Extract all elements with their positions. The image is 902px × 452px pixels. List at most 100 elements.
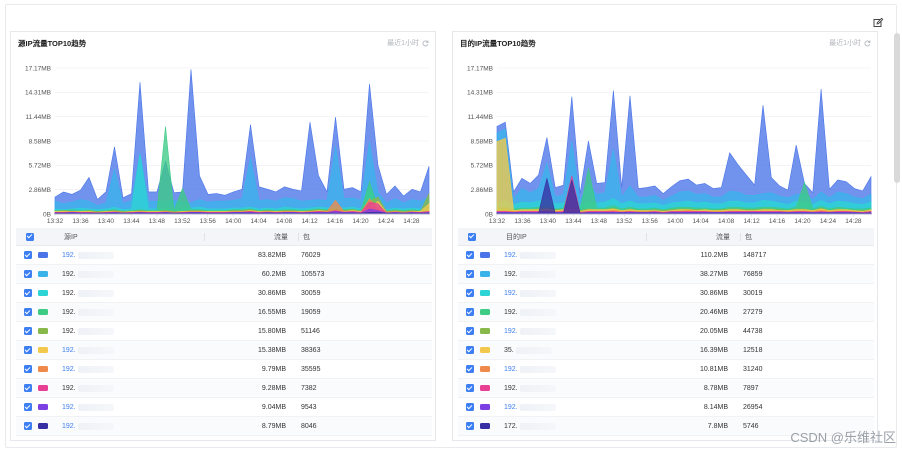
row-checkbox[interactable] <box>466 327 474 335</box>
panel-header: 源IP流量TOP10趋势 最近1小时 <box>11 32 435 52</box>
x-tick-label: 13:48 <box>591 218 608 225</box>
y-tick-label: 0B <box>485 211 493 218</box>
ip-cell[interactable]: 192. <box>62 403 76 411</box>
col-header-ip[interactable]: 目的IP <box>506 233 527 241</box>
packets-cell: 7382 <box>301 384 317 392</box>
edit-button[interactable] <box>872 17 884 29</box>
col-header-packets[interactable]: 包 <box>303 233 310 241</box>
col-header-flow[interactable]: 流量 <box>274 233 288 241</box>
masked-ip <box>77 403 114 411</box>
row-checkbox[interactable] <box>466 346 474 354</box>
row-checkbox[interactable] <box>466 422 474 430</box>
x-tick-label: 14:00 <box>667 218 684 225</box>
table-row: 192. 15.38MB 38363 <box>16 341 432 360</box>
ip-cell[interactable]: 192. <box>62 422 76 430</box>
ip-cell[interactable]: 192. <box>504 327 518 335</box>
x-tick-label: 14:12 <box>301 218 318 225</box>
dest-ip-panel: 目的IP流量TOP10趋势 最近1小时 17.17MB 14.31MB 11.44M… <box>452 31 878 441</box>
series-color-swatch <box>38 252 48 258</box>
y-tick-label: 5.72MB <box>29 163 51 170</box>
time-range-selector[interactable]: 最近1小时 <box>829 38 871 48</box>
time-range-selector[interactable]: 最近1小时 <box>387 38 429 48</box>
x-tick-label: 13:32 <box>47 218 64 225</box>
row-checkbox[interactable] <box>24 289 32 297</box>
y-tick-label: 5.72MB <box>471 163 493 170</box>
page-scrollbar[interactable] <box>894 33 900 183</box>
x-tick-label: 13:44 <box>123 218 140 225</box>
masked-ip <box>77 346 114 354</box>
series-color-swatch <box>480 404 490 410</box>
ip-cell: 172. <box>504 422 518 430</box>
ip-cell[interactable]: 192. <box>62 365 76 373</box>
row-checkbox[interactable] <box>24 308 32 316</box>
row-checkbox[interactable] <box>466 365 474 373</box>
area-series-d6 <box>496 137 872 215</box>
masked-ip <box>77 422 114 430</box>
select-all-checkbox[interactable] <box>468 232 476 241</box>
area-series-s10 <box>54 212 430 215</box>
ip-cell: 192. <box>62 270 76 278</box>
source-ip-panel: 源IP流量TOP10趋势 最近1小时 17.17MB 14.31MB 11.44MB… <box>10 31 436 441</box>
row-checkbox[interactable] <box>24 403 32 411</box>
table-row: 192. 38.27MB 76859 <box>458 265 874 284</box>
series-color-swatch <box>38 328 48 334</box>
ip-cell[interactable]: 192. <box>504 365 518 373</box>
y-tick-label: 14.31MB <box>25 90 51 97</box>
x-tick-label: 13:40 <box>540 218 557 225</box>
series-color-swatch <box>38 366 48 372</box>
row-checkbox[interactable] <box>466 251 474 259</box>
flow-cell: 10.81MB <box>699 365 728 373</box>
flow-cell: 30.86MB <box>699 289 728 297</box>
packets-cell: 51146 <box>301 327 320 335</box>
select-all-checkbox[interactable] <box>26 232 34 241</box>
row-checkbox[interactable] <box>466 308 474 316</box>
row-checkbox[interactable] <box>466 384 474 392</box>
flow-cell: 9.79MB <box>261 365 286 373</box>
flow-cell: 16.55MB <box>257 308 286 316</box>
series-color-swatch <box>480 423 490 429</box>
table-body: 192. 83.82MB 76029 192. 60.2MB 105573 192. 30.8… <box>16 246 432 436</box>
row-checkbox[interactable] <box>466 403 474 411</box>
row-checkbox[interactable] <box>24 365 32 373</box>
packets-cell: 7897 <box>743 384 759 392</box>
row-checkbox[interactable] <box>466 270 474 278</box>
row-checkbox[interactable] <box>24 346 32 354</box>
refresh-icon[interactable] <box>422 40 429 47</box>
flow-cell: 9.28MB <box>261 384 286 392</box>
series-color-swatch <box>38 423 48 429</box>
masked-ip <box>519 327 556 335</box>
ip-cell[interactable]: 192. <box>62 346 76 354</box>
x-tick-label: 14:00 <box>225 218 242 225</box>
row-checkbox[interactable] <box>24 422 32 430</box>
masked-ip <box>519 308 556 316</box>
flow-cell: 15.38MB <box>257 346 286 354</box>
row-checkbox[interactable] <box>466 289 474 297</box>
packets-cell: 76859 <box>743 270 763 278</box>
col-header-packets[interactable]: 包 <box>745 233 752 241</box>
area-series-d10 <box>496 178 872 215</box>
packets-cell: 27279 <box>743 308 763 316</box>
series-color-swatch <box>38 385 48 391</box>
watermark: CSDN @乐维社区 <box>790 430 896 445</box>
row-checkbox[interactable] <box>24 384 32 392</box>
col-header-flow[interactable]: 流量 <box>716 233 730 241</box>
area-series-d4 <box>496 168 872 215</box>
refresh-icon[interactable] <box>864 40 871 47</box>
ip-cell[interactable]: 192. <box>504 251 518 259</box>
row-checkbox[interactable] <box>24 251 32 259</box>
ip-cell: 192. <box>62 327 76 335</box>
col-header-ip[interactable]: 源IP <box>64 233 78 241</box>
series-color-swatch <box>38 404 48 410</box>
table-row: 35. 16.39MB 12518 <box>458 341 874 360</box>
ip-cell[interactable]: 192. <box>504 403 518 411</box>
row-checkbox[interactable] <box>24 270 32 278</box>
ip-cell[interactable]: 192. <box>62 251 76 259</box>
ip-cell[interactable]: 192. <box>504 289 518 297</box>
row-checkbox[interactable] <box>24 327 32 335</box>
x-tick-label: 14:24 <box>820 218 837 225</box>
flow-cell: 30.86MB <box>257 289 286 297</box>
packets-cell: 35595 <box>301 365 321 373</box>
table-row: 192. 9.28MB 7382 <box>16 379 432 398</box>
series-color-swatch <box>480 385 490 391</box>
ip-cell: 192. <box>62 289 76 297</box>
